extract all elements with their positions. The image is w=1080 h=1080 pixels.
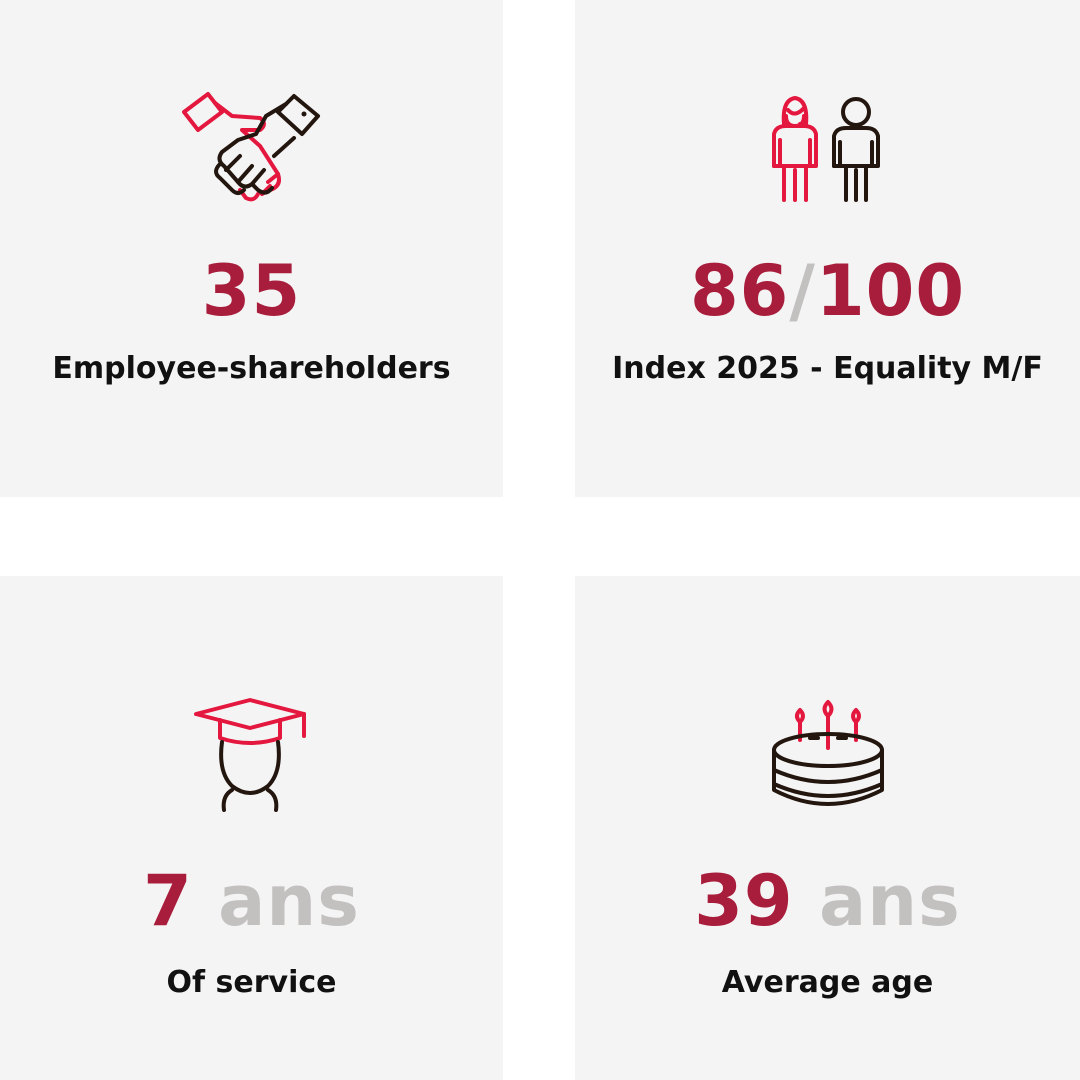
birthday-cake-icon: [575, 698, 1080, 814]
stat-card-average-age: 39 ans Average age: [575, 576, 1080, 1080]
stat-value: 86/100: [689, 250, 966, 332]
stat-value: 7 ans: [143, 860, 360, 942]
stat-card-equality-index: 86/100 Index 2025 - Equality M/F: [575, 0, 1080, 497]
stat-label: Average age: [721, 965, 934, 1000]
graduate-icon: [0, 696, 503, 816]
stat-value: 39 ans: [694, 860, 961, 942]
stat-card-years-of-service: 7 ans Of service: [0, 576, 503, 1080]
woman-man-icon: [575, 94, 1080, 204]
stat-label: Index 2025 - Equality M/F: [612, 351, 1043, 386]
handshake-icon: [0, 90, 503, 210]
stat-card-employee-shareholders: 35 Employee-shareholders: [0, 0, 503, 497]
stat-label: Employee-shareholders: [52, 351, 451, 386]
stat-value: 35: [201, 250, 302, 332]
stat-label: Of service: [166, 965, 337, 1000]
